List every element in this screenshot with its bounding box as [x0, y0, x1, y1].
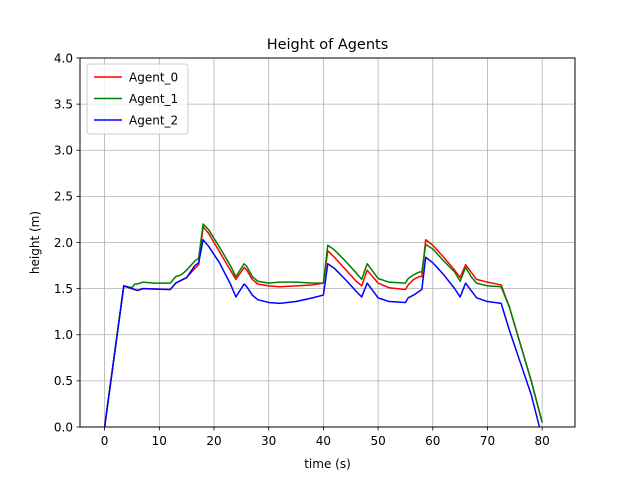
series-lines: [103, 223, 543, 428]
x-tick-label: 80: [535, 434, 550, 448]
legend: Agent_0 Agent_1 Agent_2: [86, 63, 189, 135]
x-tick-label: 10: [152, 434, 167, 448]
x-tick-label: 20: [206, 434, 221, 448]
y-tick-label: 1.0: [54, 328, 73, 342]
legend-label: Agent_1: [129, 92, 178, 106]
legend-label: Agent_0: [129, 70, 178, 84]
legend-box: [86, 63, 189, 135]
x-tick-label: 60: [425, 434, 440, 448]
x-tick-label: 70: [480, 434, 495, 448]
axis-ticks: 0 10 20 30 40 50 60 70 80 0.0 0.5 1.0 1.5 2.0 2.5 3.0 3.…: [54, 51, 550, 448]
legend-label: Agent_2: [129, 113, 178, 127]
y-tick-label: 3.0: [54, 144, 73, 158]
y-tick-label: 1.5: [54, 282, 73, 296]
series-line-agent-2: [103, 238, 541, 428]
y-tick-label: 4.0: [54, 51, 73, 65]
y-tick-label: 0.0: [54, 420, 73, 434]
y-tick-label: 2.0: [54, 236, 73, 250]
series-line-agent-1: [103, 223, 543, 428]
x-tick-label: 0: [101, 434, 109, 448]
y-tick-label: 3.5: [54, 97, 73, 111]
series-line-agent-0: [103, 226, 543, 428]
x-axis-label: time (s): [304, 457, 351, 471]
y-tick-label: 2.5: [54, 190, 73, 204]
x-tick-label: 50: [370, 434, 385, 448]
chart-title: Height of Agents: [267, 37, 389, 53]
y-axis-label: height (m): [28, 211, 42, 274]
x-tick-label: 30: [261, 434, 276, 448]
x-tick-label: 40: [316, 434, 331, 448]
y-tick-label: 0.5: [54, 374, 73, 388]
